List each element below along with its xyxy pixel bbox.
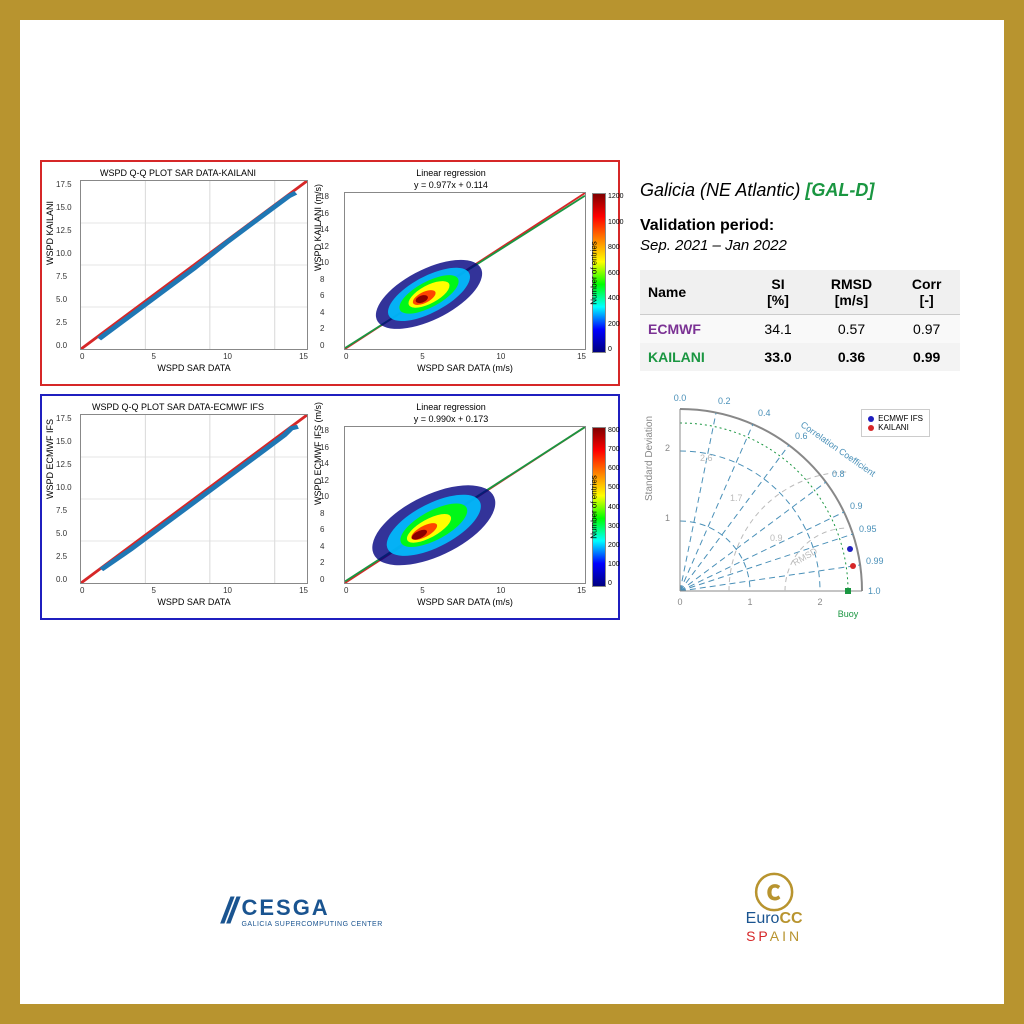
region-name: Galicia (NE Atlantic) bbox=[640, 180, 800, 200]
density-plot-kailani: Linear regression y = 0.977x + 0.114 WSP… bbox=[316, 168, 606, 378]
density-xticks-bot: 051015 bbox=[344, 586, 586, 595]
qq-plot-kailani: WSPD Q-Q PLOT SAR DATA-KAILANI WSPD KAIL… bbox=[48, 168, 308, 378]
row-si: 33.0 bbox=[746, 343, 809, 371]
density-xlabel-b: WSPD SAR DATA (m/s) bbox=[344, 597, 586, 607]
svg-text:1: 1 bbox=[747, 597, 752, 607]
density-plot-ecmwf: Linear regression y = 0.990x + 0.173 WSP… bbox=[316, 402, 606, 612]
row-rmsd: 0.57 bbox=[810, 315, 894, 344]
qq-xticks-b: 051015 bbox=[80, 586, 308, 595]
qq-title-b: WSPD Q-Q PLOT SAR DATA-ECMWF IFS bbox=[48, 402, 308, 412]
colorbar-top: 020040060080010001200 Number of entries bbox=[592, 193, 606, 353]
svg-text:0.0: 0.0 bbox=[674, 393, 687, 403]
region-code: [GAL-D] bbox=[805, 180, 874, 200]
qq-ylabel: WSPD KAILANI bbox=[45, 201, 55, 265]
qq-xticks: 051015 bbox=[80, 352, 308, 361]
svg-text:Standard Deviation: Standard Deviation bbox=[644, 416, 655, 501]
stats-table: Name SI[%] RMSD[m/s] Corr[-] ECMWF 34.1 … bbox=[640, 270, 960, 371]
main-row: WSPD Q-Q PLOT SAR DATA-KAILANI WSPD KAIL… bbox=[40, 40, 984, 628]
svg-text:1.0: 1.0 bbox=[868, 586, 881, 596]
qq-frame-b bbox=[80, 414, 308, 584]
stats-header-row: Name SI[%] RMSD[m/s] Corr[-] bbox=[640, 270, 960, 315]
svg-text:0.99: 0.99 bbox=[866, 556, 884, 566]
th-si: SI[%] bbox=[746, 270, 809, 315]
colorbar-bottom: 0100200300400500600700800 Number of entr… bbox=[592, 427, 606, 587]
density-yticks-bot: 024681012141618 bbox=[320, 426, 329, 584]
row-corr: 0.97 bbox=[893, 315, 960, 344]
qq-frame bbox=[80, 180, 308, 350]
svg-text:0.2: 0.2 bbox=[718, 396, 731, 406]
th-name: Name bbox=[640, 270, 746, 315]
row-rmsd: 0.36 bbox=[810, 343, 894, 371]
content-area: WSPD Q-Q PLOT SAR DATA-KAILANI WSPD KAIL… bbox=[40, 40, 984, 984]
table-row: KAILANI 33.0 0.36 0.99 bbox=[640, 343, 960, 371]
svg-text:1.7: 1.7 bbox=[730, 493, 743, 503]
row-si: 34.1 bbox=[746, 315, 809, 344]
eurocc-name: EuroCC bbox=[746, 910, 803, 928]
table-row: ECMWF 34.1 0.57 0.97 bbox=[640, 315, 960, 344]
qq-svg bbox=[81, 181, 307, 349]
charts-column: WSPD Q-Q PLOT SAR DATA-KAILANI WSPD KAIL… bbox=[40, 160, 620, 628]
legend-kailani: KAILANI bbox=[878, 423, 909, 432]
taylor-diagram: 0 1 2 Buoy 1 2 0.0 0.2 0.4 0.6 0.8 0.9 0… bbox=[640, 391, 940, 621]
row-name: KAILANI bbox=[640, 343, 746, 371]
outer-frame: WSPD Q-Q PLOT SAR DATA-KAILANI WSPD KAIL… bbox=[20, 20, 1004, 1004]
qq-xlabel: WSPD SAR DATA bbox=[80, 363, 308, 373]
validation-label: Validation period: bbox=[640, 217, 960, 235]
svg-text:0: 0 bbox=[677, 597, 682, 607]
eurocc-logo: ⓒ EuroCC SPAIN bbox=[746, 878, 803, 944]
density-eq-b: y = 0.990x + 0.173 bbox=[316, 414, 586, 424]
svg-text:2: 2 bbox=[817, 597, 822, 607]
qq-plot-ecmwf: WSPD Q-Q PLOT SAR DATA-ECMWF IFS WSPD EC… bbox=[48, 402, 308, 612]
cbar-ticks-top: 020040060080010001200 bbox=[608, 193, 624, 353]
svg-text:0.8: 0.8 bbox=[832, 469, 845, 479]
density-title: Linear regression bbox=[316, 168, 586, 178]
eurocc-spain: SPAIN bbox=[746, 928, 803, 944]
qq-title: WSPD Q-Q PLOT SAR DATA-KAILANI bbox=[48, 168, 308, 178]
svg-text:0.4: 0.4 bbox=[758, 408, 771, 418]
svg-text:2: 2 bbox=[665, 443, 670, 453]
cesga-icon: // bbox=[221, 890, 233, 932]
cbar-label-b: Number of entries bbox=[590, 475, 599, 539]
qq-ylabel-b: WSPD ECMWF IFS bbox=[45, 419, 55, 499]
th-rmsd: RMSD[m/s] bbox=[810, 270, 894, 315]
cbar-label: Number of entries bbox=[590, 241, 599, 305]
cesga-logo: // CESGA GALICIA SUPERCOMPUTING CENTER bbox=[221, 890, 382, 932]
region-title: Galicia (NE Atlantic) [GAL-D] bbox=[640, 180, 960, 201]
density-title-b: Linear regression bbox=[316, 402, 586, 412]
density-svg bbox=[345, 193, 585, 349]
validation-period: Sep. 2021 – Jan 2022 bbox=[640, 237, 960, 254]
cbar-ticks-bot: 0100200300400500600700800 bbox=[608, 427, 620, 587]
cesga-name: CESGA bbox=[241, 895, 382, 921]
svg-text:Buoy: Buoy bbox=[838, 609, 859, 619]
svg-text:0.9: 0.9 bbox=[850, 501, 863, 511]
row-name: ECMWF bbox=[640, 315, 746, 344]
logo-row: // CESGA GALICIA SUPERCOMPUTING CENTER ⓒ… bbox=[40, 878, 984, 944]
qq-xlabel-b: WSPD SAR DATA bbox=[80, 597, 308, 607]
info-column: Galicia (NE Atlantic) [GAL-D] Validation… bbox=[640, 160, 960, 628]
ecmwf-panel: WSPD Q-Q PLOT SAR DATA-ECMWF IFS WSPD EC… bbox=[40, 394, 620, 620]
taylor-legend: ECMWF IFS KAILANI bbox=[861, 409, 930, 437]
svg-text:2.6: 2.6 bbox=[700, 453, 713, 463]
svg-text:0.9: 0.9 bbox=[770, 533, 783, 543]
density-xlabel: WSPD SAR DATA (m/s) bbox=[344, 363, 586, 373]
kailani-panel: WSPD Q-Q PLOT SAR DATA-KAILANI WSPD KAIL… bbox=[40, 160, 620, 386]
density-frame-b bbox=[344, 426, 586, 584]
row-corr: 0.99 bbox=[893, 343, 960, 371]
svg-text:1: 1 bbox=[665, 513, 670, 523]
svg-text:0.6: 0.6 bbox=[795, 431, 808, 441]
svg-text:RMSD: RMSD bbox=[791, 546, 819, 568]
density-xticks-top: 051015 bbox=[344, 352, 586, 361]
eurocc-icon: ⓒ bbox=[746, 878, 803, 910]
legend-ecmwf: ECMWF IFS bbox=[878, 414, 923, 423]
density-frame bbox=[344, 192, 586, 350]
qq-yticks-b: 0.02.55.07.510.012.515.017.5 bbox=[56, 414, 72, 584]
density-eq: y = 0.977x + 0.114 bbox=[316, 180, 586, 190]
svg-text:0.95: 0.95 bbox=[859, 524, 877, 534]
th-corr: Corr[-] bbox=[893, 270, 960, 315]
density-yticks-top: 024681012141618 bbox=[320, 192, 329, 350]
cesga-sub: GALICIA SUPERCOMPUTING CENTER bbox=[241, 921, 382, 928]
qq-yticks: 0.02.55.07.510.012.515.017.5 bbox=[56, 180, 72, 350]
